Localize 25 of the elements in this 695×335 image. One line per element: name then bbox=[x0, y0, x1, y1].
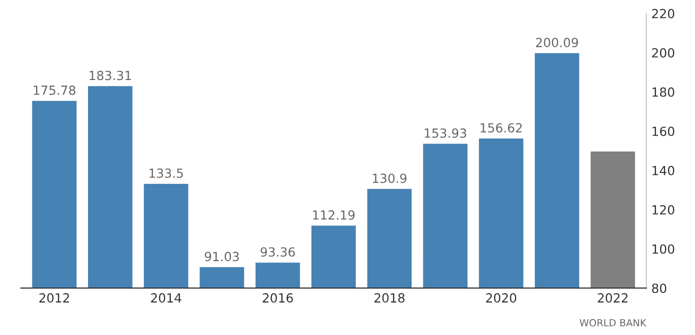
y-tick-label: 140 bbox=[652, 166, 674, 176]
data-label: 91.03 bbox=[204, 252, 239, 262]
x-tick-label: 2022 bbox=[598, 293, 628, 303]
y-tick-label: 160 bbox=[652, 126, 674, 136]
y-tick-label: 120 bbox=[652, 205, 674, 215]
data-label: 200.09 bbox=[536, 38, 578, 48]
y-tick-label: 200 bbox=[652, 48, 674, 58]
y-tick-label: 100 bbox=[652, 244, 674, 254]
x-tick-label: 2016 bbox=[262, 293, 293, 303]
data-label: 93.36 bbox=[260, 247, 295, 257]
y-tick-label: 220 bbox=[652, 8, 674, 18]
data-label: 156.62 bbox=[480, 123, 522, 133]
x-tick-label: 2018 bbox=[374, 293, 404, 303]
data-label: 153.93 bbox=[424, 128, 466, 138]
data-label: 112.19 bbox=[313, 210, 355, 220]
x-tick-label: 2014 bbox=[151, 293, 182, 303]
text: WORLD BANK bbox=[580, 319, 647, 326]
y-tick-label: 180 bbox=[652, 87, 674, 97]
data-label: 130.9 bbox=[372, 174, 406, 184]
x-tick-label: 2012 bbox=[39, 293, 70, 303]
data-label: 133.5 bbox=[150, 168, 183, 178]
y-tick-label: 80 bbox=[652, 284, 666, 294]
x-tick-label: 2020 bbox=[486, 293, 516, 303]
data-label: 175.78 bbox=[34, 86, 76, 95]
data-label: 183.31 bbox=[90, 70, 131, 80]
